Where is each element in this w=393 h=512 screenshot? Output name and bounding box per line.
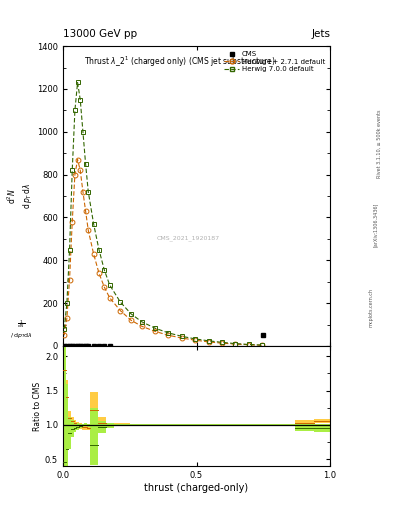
Text: CMS_2021_1920187: CMS_2021_1920187 <box>157 235 220 241</box>
Text: mcplots.cern.ch: mcplots.cern.ch <box>369 288 374 327</box>
Text: 13000 GeV pp: 13000 GeV pp <box>63 29 137 39</box>
Text: Rivet 3.1.10, ≥ 500k events: Rivet 3.1.10, ≥ 500k events <box>377 109 382 178</box>
Y-axis label: $\mathrm{d}^2N$
$\mathrm{d}\,p_T\,\mathrm{d}\lambda$: $\mathrm{d}^2N$ $\mathrm{d}\,p_T\,\mathr… <box>5 183 34 209</box>
X-axis label: thrust (charged-only): thrust (charged-only) <box>145 482 248 493</box>
Legend: CMS, Herwig++ 2.7.1 default, Herwig 7.0.0 default: CMS, Herwig++ 2.7.1 default, Herwig 7.0.… <box>222 50 327 74</box>
Text: Jets: Jets <box>311 29 330 39</box>
Text: Thrust $\lambda\_2^1$ (charged only) (CMS jet substructure): Thrust $\lambda\_2^1$ (charged only) (CM… <box>84 55 276 70</box>
Text: $\frac{1}{\mathrm{d}N}$
$/\,\mathrm{d}p_T\mathrm{d}\lambda$: $\frac{1}{\mathrm{d}N}$ $/\,\mathrm{d}p_… <box>10 318 33 340</box>
Text: [arXiv:1306.3436]: [arXiv:1306.3436] <box>373 203 378 247</box>
Y-axis label: Ratio to CMS: Ratio to CMS <box>33 381 42 431</box>
